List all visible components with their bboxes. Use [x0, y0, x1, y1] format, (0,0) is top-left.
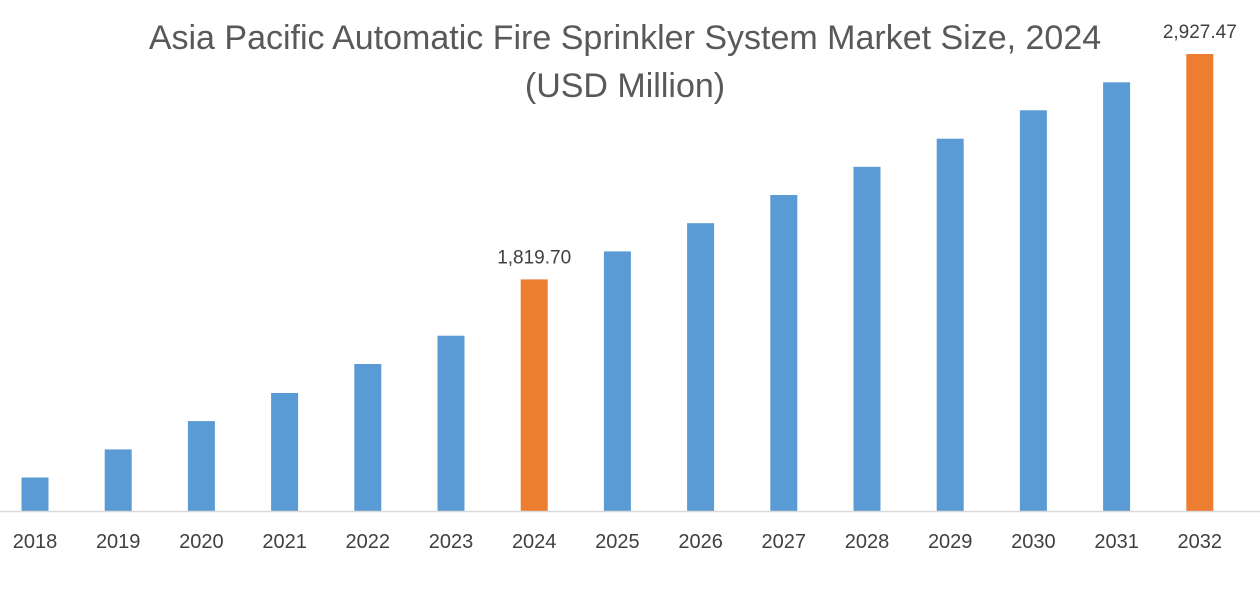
x-tick-label-2028: 2028: [845, 531, 890, 553]
x-tick-label-2022: 2022: [346, 531, 391, 553]
bar-2030: [1019, 110, 1047, 512]
bar-2018: [21, 477, 49, 511]
x-tick-label-2024: 2024: [512, 531, 557, 553]
bar-2026: [687, 223, 715, 511]
x-tick-label-2030: 2030: [1011, 531, 1056, 553]
bars-group: [21, 54, 1214, 512]
data-label-2024: 1,819.70: [497, 247, 571, 268]
bar-2031: [1103, 82, 1131, 512]
bar-2023: [437, 335, 465, 511]
bar-2020: [187, 421, 215, 511]
x-tick-label-2032: 2032: [1178, 531, 1223, 553]
bar-2019: [104, 449, 132, 511]
chart-title: Asia Pacific Automatic Fire Sprinkler Sy…: [148, 19, 1102, 57]
bar-2032: [1186, 54, 1214, 511]
x-tick-label-2031: 2031: [1094, 531, 1139, 553]
bar-2028: [853, 166, 881, 512]
bar-2025: [603, 251, 631, 511]
x-tick-label-2020: 2020: [179, 531, 224, 553]
bar-2024: [520, 279, 548, 511]
bar-2027: [770, 195, 798, 511]
x-tick-label-2023: 2023: [429, 531, 474, 553]
data-label-2032: 2,927.47: [1163, 22, 1237, 43]
x-tick-label-2029: 2029: [928, 531, 973, 553]
bar-2029: [936, 138, 964, 511]
bar-2021: [271, 393, 299, 511]
bar-2022: [354, 364, 382, 511]
chart-subtitle: (USD Million): [524, 67, 726, 105]
x-tick-label-2019: 2019: [96, 531, 141, 553]
x-tick-label-2025: 2025: [595, 531, 640, 553]
x-tick-label-2026: 2026: [678, 531, 723, 553]
x-tick-label-2027: 2027: [762, 531, 807, 553]
x-tick-label-2021: 2021: [262, 531, 307, 553]
labels-group: 2018 2019 2020 2021 2022 2023 2024 1,819.70 2025…: [13, 22, 1237, 553]
x-tick-label-2018: 2018: [13, 531, 58, 553]
